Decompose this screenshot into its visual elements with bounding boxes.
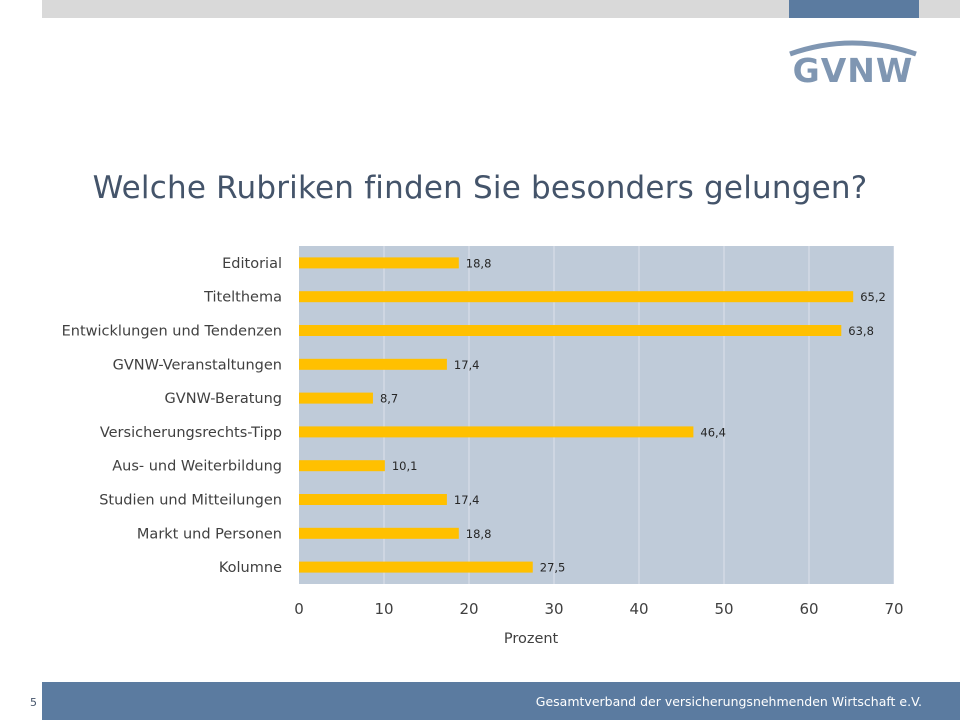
data-label: 17,4 — [454, 358, 480, 372]
category-label: Markt und Personen — [137, 526, 282, 542]
plot-area — [299, 246, 894, 584]
bar-chart-svg: Editorial 18,8 Titelthema 65,2 Entwicklungen… — [62, 246, 904, 647]
bar — [299, 561, 533, 573]
bar — [299, 291, 854, 303]
data-label: 18,8 — [466, 527, 492, 541]
data-label: 27,5 — [540, 561, 566, 575]
category-label: Entwicklungen und Tendenzen — [62, 324, 282, 340]
category-label: Kolumne — [219, 560, 282, 576]
data-label: 65,2 — [860, 290, 886, 304]
x-tick-label: 30 — [544, 600, 563, 618]
bar — [299, 358, 447, 370]
slide-title: Welche Rubriken finden Sie besonders gel… — [92, 170, 868, 206]
data-label: 63,8 — [848, 324, 874, 338]
category-label: GVNW-Beratung — [165, 391, 282, 407]
x-tick-label: 0 — [294, 600, 304, 618]
bar — [299, 527, 459, 539]
gvnw-logo: GVNW — [786, 36, 921, 86]
footer-organization: Gesamtverband der versicherungsnehmenden… — [535, 694, 922, 709]
category-label: Titelthema — [203, 290, 282, 306]
bar — [299, 392, 373, 404]
bar — [299, 325, 842, 336]
x-tick-label: 50 — [714, 600, 733, 618]
bar — [299, 257, 459, 269]
data-label: 46,4 — [700, 425, 726, 439]
footer-bar: Gesamtverband der versicherungsnehmenden… — [42, 682, 960, 720]
x-tick-label: 60 — [799, 600, 818, 618]
top-accent-bar — [789, 0, 919, 18]
top-bar — [42, 0, 960, 18]
data-label: 10,1 — [392, 459, 418, 473]
category-label: Editorial — [222, 256, 282, 272]
bar — [299, 494, 447, 505]
x-tick-label: 20 — [459, 600, 478, 618]
category-label: Versicherungsrechts-Tipp — [100, 425, 282, 441]
bar-chart: Editorial 18,8 Titelthema 65,2 Entwicklungen… — [0, 230, 960, 660]
logo-wordmark: GVNW — [793, 51, 914, 86]
data-label: 17,4 — [454, 493, 480, 507]
category-label: Aus- und Weiterbildung — [112, 459, 282, 475]
bar — [299, 426, 694, 438]
page-number: 5 — [30, 696, 37, 709]
category-label: GVNW-Veranstaltungen — [113, 357, 282, 373]
category-label: Studien und Mitteilungen — [99, 493, 282, 509]
x-tick-label: 40 — [629, 600, 648, 618]
x-tick-label: 70 — [884, 600, 903, 618]
x-tick-label: 10 — [374, 600, 393, 618]
bar — [299, 460, 385, 472]
data-label: 18,8 — [466, 256, 492, 270]
x-axis-title: Prozent — [504, 631, 559, 647]
data-label: 8,7 — [380, 392, 398, 406]
